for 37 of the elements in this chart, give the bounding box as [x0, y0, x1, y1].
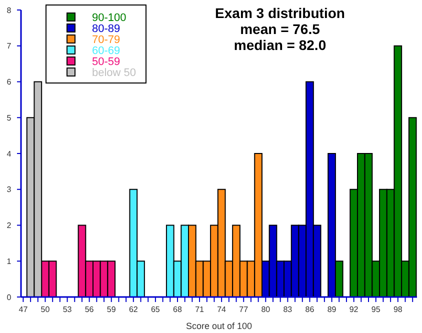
x-axis-title: Score out of 100 — [186, 321, 252, 331]
x-tick-label: 68 — [173, 305, 182, 314]
y-tick-label: 2 — [6, 221, 12, 230]
legend-label: 50-59 — [92, 56, 120, 68]
x-tick-label: 83 — [283, 305, 293, 314]
annotation: mean = 76.5 — [240, 21, 320, 37]
x-tick-label: 47 — [18, 305, 28, 314]
x-tick-label: 95 — [371, 305, 381, 314]
y-tick-label: 7 — [6, 42, 12, 51]
x-tick-label: 89 — [327, 305, 337, 314]
x-tick-label: 74 — [217, 305, 227, 314]
x-tick-label: 86 — [305, 305, 315, 314]
annotation: median = 82.0 — [234, 37, 326, 53]
x-tick-label: 77 — [239, 305, 249, 314]
legend-label: 70-79 — [92, 34, 120, 46]
x-tick-label: 50 — [40, 305, 50, 314]
chart-title: Exam 3 distribution — [215, 5, 345, 21]
y-tick-label: 3 — [6, 185, 12, 194]
x-tick-label: 71 — [195, 305, 205, 314]
x-tick-label: 98 — [393, 305, 403, 314]
x-tick-label: 62 — [128, 305, 138, 314]
y-tick-label: 1 — [6, 256, 12, 266]
x-tick-label: 56 — [84, 305, 94, 314]
y-tick-label: 6 — [6, 78, 12, 87]
legend-label: 80-89 — [92, 22, 120, 35]
x-tick-label: 92 — [349, 305, 359, 314]
x-tick-label: 80 — [261, 305, 271, 314]
y-tick-label: 8 — [6, 6, 12, 15]
legend-label: below 50 — [92, 66, 136, 79]
y-tick-label: 0 — [6, 292, 12, 302]
y-tick-label: 4 — [6, 149, 12, 158]
x-tick-label: 59 — [106, 305, 116, 314]
y-tick-label: 5 — [6, 113, 12, 122]
x-tick-label: 65 — [150, 305, 160, 314]
x-tick-label: 53 — [62, 305, 72, 314]
legend-label: 90-100 — [92, 12, 126, 24]
legend-label: 60-69 — [92, 44, 120, 57]
